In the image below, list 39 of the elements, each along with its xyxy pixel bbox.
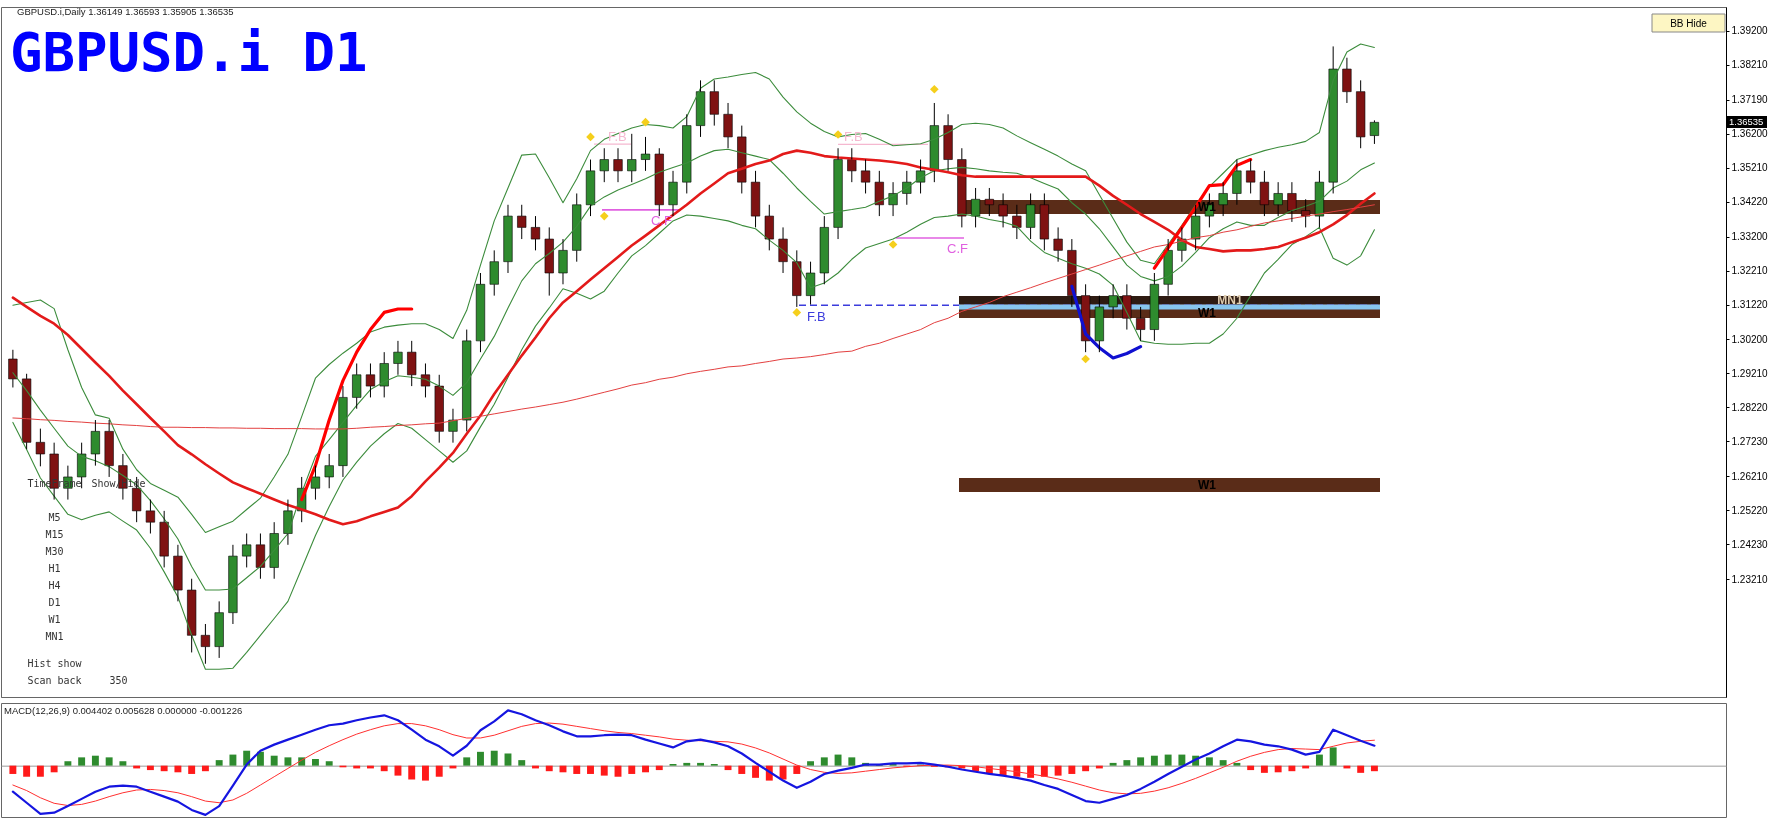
band-label: W1: [1198, 306, 1217, 321]
y-tick-label: 1.38210: [1731, 59, 1769, 71]
y-tick-label: 1.23210: [1731, 573, 1769, 585]
band-label: MN1: [1217, 292, 1243, 307]
y-tick-label: 1.26210: [1731, 470, 1769, 482]
annotation: H1: [48, 562, 61, 574]
annotation: W1: [48, 613, 61, 625]
annotation: MN1: [45, 630, 64, 642]
ref-line-label: C.F: [947, 241, 968, 257]
annotation: 350: [109, 674, 128, 686]
y-tick-label: 1.34220: [1731, 196, 1769, 208]
text: BB Hide: [1670, 17, 1708, 29]
y-tick-label: 1.24230: [1731, 538, 1769, 550]
chart-title: MACD(12,26,9) 0.004402 0.005628 0.000000 -0.001226: [4, 705, 243, 716]
annotation: D1: [48, 596, 61, 608]
y-tick-label: 1.31220: [1731, 299, 1769, 311]
y-tick-label: 1.27230: [1731, 435, 1769, 447]
annotation: H4: [48, 579, 61, 591]
ref-line-label: F.B: [608, 129, 627, 145]
y-tick-label: 1.29210: [1731, 367, 1769, 379]
annotation: Hist show: [27, 657, 83, 669]
y-tick-label: 1.28220: [1731, 401, 1769, 413]
y-tick-label: 1.33200: [1731, 231, 1769, 243]
band-label: W1: [1198, 478, 1217, 492]
ref-line-label: F.B: [807, 309, 826, 325]
text: 1.36535: [1729, 116, 1764, 127]
chart-title: GBPUSD.i D1: [10, 21, 368, 84]
annotation: M30: [45, 545, 64, 557]
y-tick-label: 1.37190: [1731, 94, 1769, 106]
y-tick-label: 1.30200: [1731, 333, 1769, 345]
y-tick-label: 1.35210: [1731, 162, 1769, 174]
y-tick-label: 1.32210: [1731, 265, 1769, 277]
annotation: Scan back: [27, 674, 82, 686]
annotation: M15: [45, 528, 64, 540]
y-tick-label: 1.25220: [1731, 504, 1769, 516]
y-tick-label: 1.36200: [1731, 128, 1769, 140]
y-tick-label: 1.39200: [1731, 25, 1769, 37]
annotation: M5: [48, 511, 61, 523]
chart-subtitle: GBPUSD.i,Daily 1.36149 1.36593 1.35905 1.36535: [17, 6, 234, 17]
